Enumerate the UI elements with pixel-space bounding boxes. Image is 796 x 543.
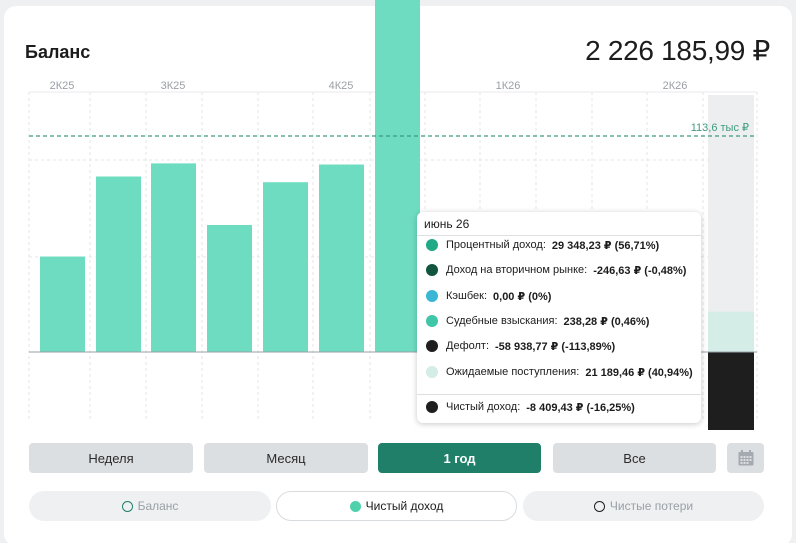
net-income-chart: 2К25 3К25 4К25 1К26 2К26 113,6 тыс ₽ [28, 0, 758, 430]
bar-0 [40, 256, 85, 352]
tooltip-date: июнь 26 [417, 212, 701, 236]
tooltip-dot-icon [426, 264, 438, 276]
calendar-icon [738, 450, 753, 466]
bar-default [708, 352, 754, 430]
tooltip-row-value: 29 348,23 ₽ (56,71%) [551, 239, 660, 252]
tooltip-row: Судебные взыскания: 238,28 ₽ (0,46%) [426, 313, 649, 329]
balance-total: 2 226 185,99 ₽ [585, 35, 770, 66]
toggle-net-income-label: Чистый доход [365, 499, 444, 513]
tooltip-row-value: 0,00 ₽ (0%) [493, 290, 552, 303]
net-losses-ring-icon [593, 500, 605, 512]
bar-6 [375, 0, 420, 352]
tooltip-row-value: -58 938,77 ₽ (-113,89%) [495, 340, 616, 353]
bar-4 [263, 182, 308, 352]
tooltip-separator [417, 394, 701, 395]
tooltip-row-label: Судебные взыскания: [446, 315, 558, 327]
period-selector: Неделя Месяц 1 год Все [29, 443, 764, 473]
tooltip-dot-icon [426, 290, 438, 302]
tooltip-net-label: Чистый доход: [446, 401, 521, 413]
bar-2 [151, 163, 196, 352]
period-month-button[interactable]: Месяц [204, 443, 368, 473]
tooltip-dot-icon [426, 315, 438, 327]
x-tick-label-1: 3К25 [161, 80, 186, 92]
tooltip-dot-icon [426, 239, 438, 251]
calendar-button[interactable] [727, 443, 764, 473]
tooltip-row: Кэшбек: 0,00 ₽ (0%) [426, 288, 551, 304]
tooltip-row-label: Дефолт: [446, 340, 490, 352]
tooltip-net-value: -8 409,43 ₽ (-16,25%) [526, 401, 635, 414]
tooltip-net-dot [426, 401, 438, 413]
bar-expected [708, 311, 754, 352]
tooltip-row-label: Процентный доход: [446, 239, 546, 251]
reference-line-label: 113,6 тыс ₽ [691, 122, 749, 134]
x-tick-label-0: 2К25 [50, 80, 75, 92]
toggle-balance-label: Баланс [137, 499, 179, 513]
tooltip-row-value: -246,63 ₽ (-0,48%) [593, 264, 687, 277]
toggle-net-income[interactable]: Чистый доход [276, 491, 517, 521]
x-tick-label-3: 1К26 [496, 80, 521, 92]
net-income-dot-icon [349, 500, 361, 512]
toggle-balance[interactable]: Баланс [29, 491, 271, 521]
tooltip-row: Доход на вторичном рынке: -246,63 ₽ (-0,4… [426, 262, 686, 278]
page-title: Баланс [25, 42, 91, 62]
bar-3 [207, 224, 252, 352]
bar-1 [96, 176, 141, 352]
tooltip-row-label: Доход на вторичном рынке: [446, 264, 588, 276]
series-toggles: Баланс Чистый доход Чистые потери [29, 491, 764, 521]
chart-tooltip: июнь 26 Процентный доход: 29 348,23 ₽ (56… [417, 212, 701, 423]
x-tick-label-2: 4К25 [329, 80, 354, 92]
period-all-button[interactable]: Все [553, 443, 716, 473]
period-week-button[interactable]: Неделя [29, 443, 193, 473]
x-tick-label-4: 2К26 [663, 80, 688, 92]
period-year-button[interactable]: 1 год [378, 443, 541, 473]
toggle-net-losses[interactable]: Чистые потери [523, 491, 764, 521]
tooltip-row: Дефолт: -58 938,77 ₽ (-113,89%) [426, 338, 615, 354]
tooltip-row-label: Ожидаемые поступления: [446, 366, 580, 378]
balance-ring-icon [121, 500, 133, 512]
tooltip-row-label: Кэшбек: [446, 290, 488, 302]
tooltip-row-value: 238,28 ₽ (0,46%) [563, 315, 650, 328]
toggle-net-losses-label: Чистые потери [609, 499, 694, 513]
tooltip-net-row: Чистый доход: -8 409,43 ₽ (-16,25%) [426, 399, 635, 415]
tooltip-dot-icon [426, 340, 438, 352]
tooltip-row-value: 21 189,46 ₽ (40,94%) [585, 366, 693, 379]
tooltip-row: Процентный доход: 29 348,23 ₽ (56,71%) [426, 237, 659, 253]
bar-5 [319, 164, 364, 352]
tooltip-row: Ожидаемые поступления: 21 189,46 ₽ (40,94… [426, 364, 693, 380]
tooltip-dot-icon [426, 366, 438, 378]
